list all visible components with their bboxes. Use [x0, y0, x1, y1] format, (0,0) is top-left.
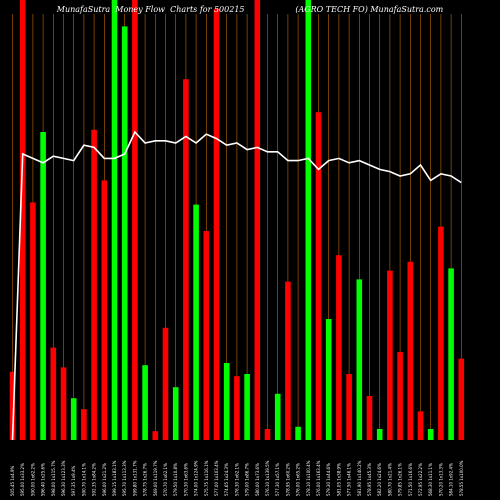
x-tick-label: 577.50 1x46.1% [347, 463, 352, 496]
money-flow-bar [183, 79, 189, 440]
x-tick-label: 592.35 1x84.2% [92, 463, 97, 496]
x-tick-label: 576.00 1x65.2% [296, 463, 301, 496]
money-flow-bar [121, 26, 128, 441]
money-flow-bar [254, 0, 261, 440]
money-flow-bar [81, 409, 87, 440]
money-flow-bar [213, 8, 220, 441]
money-flow-bar [101, 180, 108, 440]
money-flow-bar [244, 374, 250, 440]
money-flow-bar [91, 129, 97, 441]
x-tick-label: 597.35 1x9.4% [71, 465, 76, 496]
money-flow-bar [142, 365, 148, 440]
money-flow-bar [172, 387, 179, 440]
x-tick-label: 596.40 1x25.6% [41, 463, 46, 496]
money-flow-bar [60, 367, 67, 440]
x-tick-label: 570.30 1x63.6% [183, 463, 188, 496]
money-flow-bar [19, 0, 26, 440]
chart-title: MunafaSutra Money Flow Charts for 500215… [56, 5, 444, 14]
x-tick-label: 579.85 1x26.1% [398, 463, 403, 496]
money-flow-bar [234, 376, 240, 440]
x-tick-label: 570.70 1x62.1% [163, 463, 168, 496]
x-tick-label: 576.00 1x163.4% [316, 460, 321, 496]
x-tick-label: 595.00 1x33.2% [20, 463, 25, 496]
x-tick-label: 568.30 1x11.1% [428, 463, 433, 496]
bar-series [9, 0, 465, 441]
x-tick-label: 590.00 1x62.2% [30, 463, 35, 496]
money-flow-bar [162, 327, 169, 440]
x-tick-label: 599.15 1x183.1% [112, 460, 117, 496]
money-flow-bar [407, 261, 414, 440]
x-tick-labels: 505.45 1x4.9% 595.00 1x33.2% 590.00 1x62.2… [10, 460, 464, 496]
money-flow-bar [203, 231, 210, 440]
money-flow-bar [417, 411, 424, 440]
money-flow-bar [356, 279, 363, 440]
x-tick-label: 582.20 1x24.6% [377, 463, 382, 496]
money-flow-bar [70, 398, 77, 440]
x-tick-label: 584.10 1x92.4% [449, 463, 454, 496]
x-tick-label: 572.95 1x22.2% [418, 463, 423, 496]
money-flow-bar [223, 363, 230, 440]
price-line [11, 130, 462, 441]
money-flow-bar [40, 132, 46, 440]
x-tick-label: 576.10 1x139.5% [265, 460, 270, 496]
x-tick-label: 595.70 1x113.3% [122, 460, 127, 496]
money-flow-bar [438, 226, 444, 440]
money-flow-bar [285, 281, 291, 440]
x-tick-label: 574.65 1x24.3% [224, 463, 229, 496]
x-tick-label: 590.70 1x14.1% [81, 463, 86, 496]
x-tick-label: 577.30 1x57.1% [275, 463, 280, 496]
x-tick-label: 580.70 1x21.4% [387, 463, 392, 496]
x-tick-label: 578.95 1x45.3% [367, 463, 372, 496]
x-tick-label: 580.00 1x73.6% [255, 463, 260, 496]
x-tick-label: 579.50 1x10.8% [173, 463, 178, 496]
x-tick-label: 581.05 1x38.9% [336, 463, 341, 496]
x-tick-label: 575.75 1x116.1% [204, 460, 209, 496]
x-tick-label: 598.00 1x115.7% [51, 460, 56, 496]
x-tick-label: 579.00 1x86.7% [245, 463, 250, 496]
money-flow-bar [30, 202, 36, 440]
money-flow-bar [346, 374, 352, 440]
x-tick-label: 596.30 1x123.3% [61, 460, 66, 496]
money-flow-bar [50, 347, 57, 440]
x-tick-label: 574.00 1x124.9% [194, 460, 199, 496]
money-flow-bar [448, 268, 454, 440]
x-tick-label: 578.10 1x100.4% [306, 460, 311, 496]
money-flow-bar [152, 431, 159, 440]
money-flow-bar [336, 255, 342, 440]
money-flow-bar [274, 393, 281, 440]
x-tick-label: 576.30 1x62.1% [234, 463, 239, 496]
money-flow-bar [366, 396, 373, 440]
x-tick-label: 596.00 1x21.2% [102, 463, 107, 496]
x-tick-label: 569.00 1x119.7% [153, 460, 158, 496]
money-flow-bar [305, 0, 312, 440]
line-series [11, 130, 462, 441]
x-tick-label: 578.95 1x60.2% [285, 463, 290, 496]
x-tick-label: 579.30 1x44.6% [326, 463, 331, 496]
money-flow-bar [193, 204, 199, 440]
x-tick-label: 571.50 1x16.6% [408, 463, 413, 496]
money-flow-bar [315, 112, 322, 440]
money-flow-bar [458, 358, 465, 440]
money-flow-bar [427, 429, 434, 440]
money-flow-bar [132, 0, 138, 440]
money-flow-bar [397, 352, 403, 440]
x-tick-label: 578.75 1x26.7% [143, 463, 148, 496]
x-tick-label: 577.00 1x103.4% [214, 460, 219, 496]
x-tick-label: 581.90 1x140.2% [357, 460, 362, 496]
x-tick-label: 578.55 1x100.0% [459, 460, 464, 496]
x-tick-label: 505.45 1x4.9% [10, 465, 15, 496]
money-flow-bar [264, 429, 271, 440]
money-flow-bar [295, 426, 301, 440]
money-flow-bar [387, 270, 393, 440]
x-tick-label: 599.80 1x131.7% [132, 460, 137, 496]
money-flow-bar [9, 371, 16, 440]
money-flow-bar [325, 319, 332, 440]
money-flow-bar [111, 0, 118, 440]
x-tick-label: 570.20 1x13.3% [438, 463, 443, 496]
money-flow-bar [376, 429, 383, 440]
